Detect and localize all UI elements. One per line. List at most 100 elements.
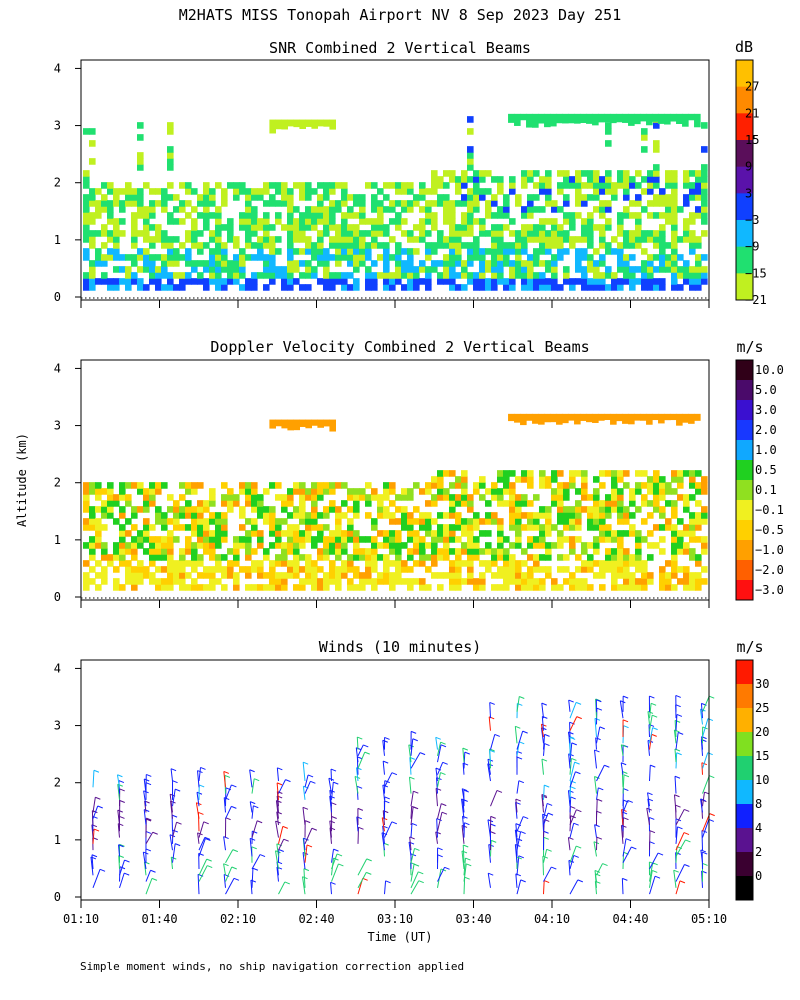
echo-cell: [251, 524, 258, 531]
echo-cell: [485, 500, 492, 507]
snr-plot-area: [83, 113, 708, 291]
echo-cell: [449, 224, 456, 231]
echo-cell: [497, 518, 504, 525]
wind-barb: [596, 787, 599, 800]
echo-cell: [161, 536, 168, 543]
wind-barb-flag: [631, 846, 637, 850]
echo-cell: [383, 512, 390, 519]
echo-cell: [113, 230, 120, 237]
echo-cell: [605, 524, 612, 531]
echo-cell: [137, 122, 144, 129]
echo-cell: [593, 194, 600, 201]
echo-cell: [401, 260, 408, 267]
echo-cell: [257, 248, 264, 255]
echo-cell: [311, 572, 318, 579]
echo-cell: [407, 272, 414, 279]
echo-cell: [89, 218, 96, 225]
echo-cell: [299, 182, 306, 189]
echo-cell: [515, 578, 522, 585]
echo-cell: [665, 182, 672, 189]
echo-cell: [329, 488, 336, 495]
echo-cell: [407, 566, 414, 573]
echo-cell: [215, 218, 222, 225]
echo-cell: [107, 182, 114, 189]
doppler-plot-area: [83, 413, 708, 591]
echo-cell: [395, 530, 402, 537]
colorbar-tick-label: 9: [745, 160, 752, 174]
wind-barb: [251, 805, 254, 819]
wind-barb-flag: [199, 784, 205, 788]
wind-barb-flag: [650, 764, 656, 768]
colorbar-tick-label: 1.0: [755, 443, 777, 457]
echo-cell: [437, 272, 444, 279]
echo-cell: [323, 488, 330, 495]
echo-cell: [389, 578, 396, 585]
echo-cell: [521, 236, 528, 243]
echo-cell: [395, 272, 402, 279]
echo-cell: [641, 188, 648, 195]
echo-cell: [233, 272, 240, 279]
echo-cell: [443, 278, 450, 285]
echo-cell: [605, 494, 612, 501]
echo-cell: [89, 194, 96, 201]
echo-cell: [233, 536, 240, 543]
echo-cell: [671, 584, 678, 591]
echo-cell: [641, 176, 648, 183]
echo-cell: [551, 230, 558, 237]
echo-cell: [179, 218, 186, 225]
echo-cell: [107, 206, 114, 213]
echo-cell: [263, 230, 270, 237]
wind-barb: [649, 715, 653, 731]
echo-cell: [389, 488, 396, 495]
echo-cell: [545, 284, 552, 291]
echo-cell: [503, 470, 510, 477]
wind-barb: [225, 849, 234, 863]
echo-cell: [683, 224, 690, 231]
echo-cell: [605, 224, 612, 231]
echo-cell: [341, 278, 348, 285]
wind-barb: [117, 810, 120, 826]
echo-cell: [347, 524, 354, 531]
echo-cell: [491, 200, 498, 207]
wind-barb-flag: [117, 774, 123, 778]
echo-cell: [581, 266, 588, 273]
echo-cell: [419, 188, 426, 195]
echo-cell: [605, 548, 612, 555]
echo-cell: [587, 284, 594, 291]
wind-barb: [196, 792, 200, 807]
echo-cell: [107, 212, 114, 219]
echo-cell: [497, 248, 504, 255]
echo-cell: [179, 182, 186, 189]
echo-cell: [581, 560, 588, 567]
echo-cell: [269, 248, 276, 255]
echo-cell: [491, 260, 498, 267]
echo-cell: [455, 272, 462, 279]
echo-cell: [467, 212, 474, 219]
echo-cell: [533, 194, 540, 201]
echo-cell: [509, 488, 516, 495]
echo-cell: [179, 494, 186, 501]
echo-cell: [167, 152, 174, 159]
echo-cell: [149, 278, 156, 285]
wind-barb: [673, 794, 677, 813]
echo-cell: [149, 500, 156, 507]
echo-cell: [257, 494, 264, 501]
y-tick-label: 2: [54, 476, 61, 490]
echo-cell: [395, 572, 402, 579]
echo-cell: [479, 272, 486, 279]
wind-barb: [276, 782, 279, 800]
echo-cell: [653, 476, 660, 483]
wind-barb-flag: [544, 743, 550, 747]
echo-cell: [149, 236, 156, 243]
echo-cell: [137, 164, 144, 171]
wind-barb: [331, 863, 339, 882]
echo-cell: [610, 413, 617, 425]
echo-cell: [179, 206, 186, 213]
echo-cell: [694, 413, 701, 421]
echo-cell: [569, 278, 576, 285]
echo-cell: [143, 536, 150, 543]
echo-cell: [449, 236, 456, 243]
wind-barb: [223, 836, 226, 851]
echo-cell: [695, 212, 702, 219]
